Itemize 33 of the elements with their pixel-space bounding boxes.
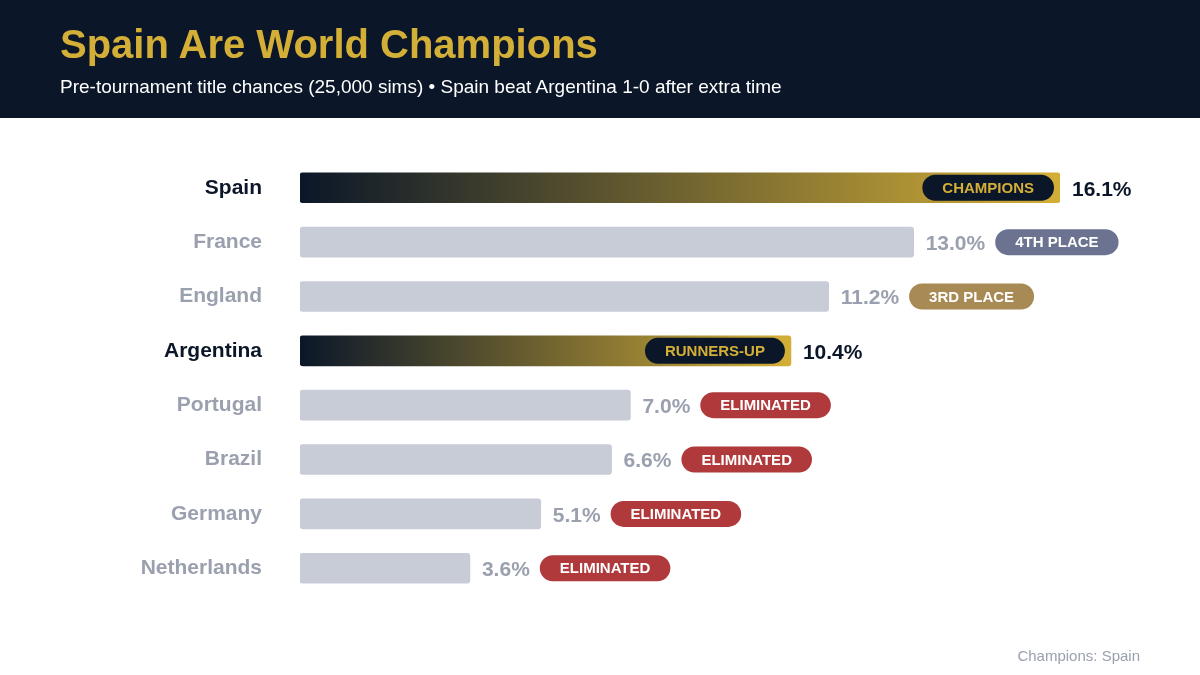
y-tick-label: England <box>179 283 262 307</box>
y-tick-label: Brazil <box>204 446 262 470</box>
annotation: ELIMINATED <box>701 450 793 468</box>
data-label: 13.0% <box>925 230 986 254</box>
chart-subtitle: Pre-tournament title chances (25,000 sims) • Spain beat Argentina 1-0 after extra time <box>60 76 782 98</box>
y-tick-label: Portugal <box>176 391 262 415</box>
data-label: 11.2% <box>840 285 900 309</box>
y-tick-label: Netherlands <box>140 555 262 579</box>
data-label: 10.4% <box>802 339 863 363</box>
annotation: ELIMINATED <box>720 396 812 414</box>
bar <box>300 552 471 584</box>
bar <box>300 444 612 475</box>
data-label: 6.6% <box>623 448 672 472</box>
bar <box>300 389 631 421</box>
annotation: RUNNERS-UP <box>664 341 765 359</box>
bar <box>300 281 830 312</box>
annotation: CHAMPIONS <box>942 178 1034 196</box>
annotation: ELIMINATED <box>630 505 722 523</box>
bar <box>300 226 914 258</box>
data-label: 16.1% <box>1072 176 1132 200</box>
text: Champions: Spain <box>1017 647 1140 664</box>
y-tick-label: France <box>193 228 262 252</box>
chart-title: Spain Are World Champions <box>60 22 598 67</box>
annotation: 4TH PLACE <box>1015 233 1099 251</box>
annotation: 3RD PLACE <box>929 287 1015 305</box>
y-tick-label: Argentina <box>163 337 263 361</box>
annotation: ELIMINATED <box>559 559 651 577</box>
data-label: 7.0% <box>642 393 691 417</box>
y-tick-label: Germany <box>170 500 263 524</box>
bar <box>300 498 542 530</box>
data-label: 5.1% <box>552 502 601 526</box>
y-tick-label: Spain <box>204 174 262 198</box>
data-label: 3.6% <box>481 557 531 581</box>
